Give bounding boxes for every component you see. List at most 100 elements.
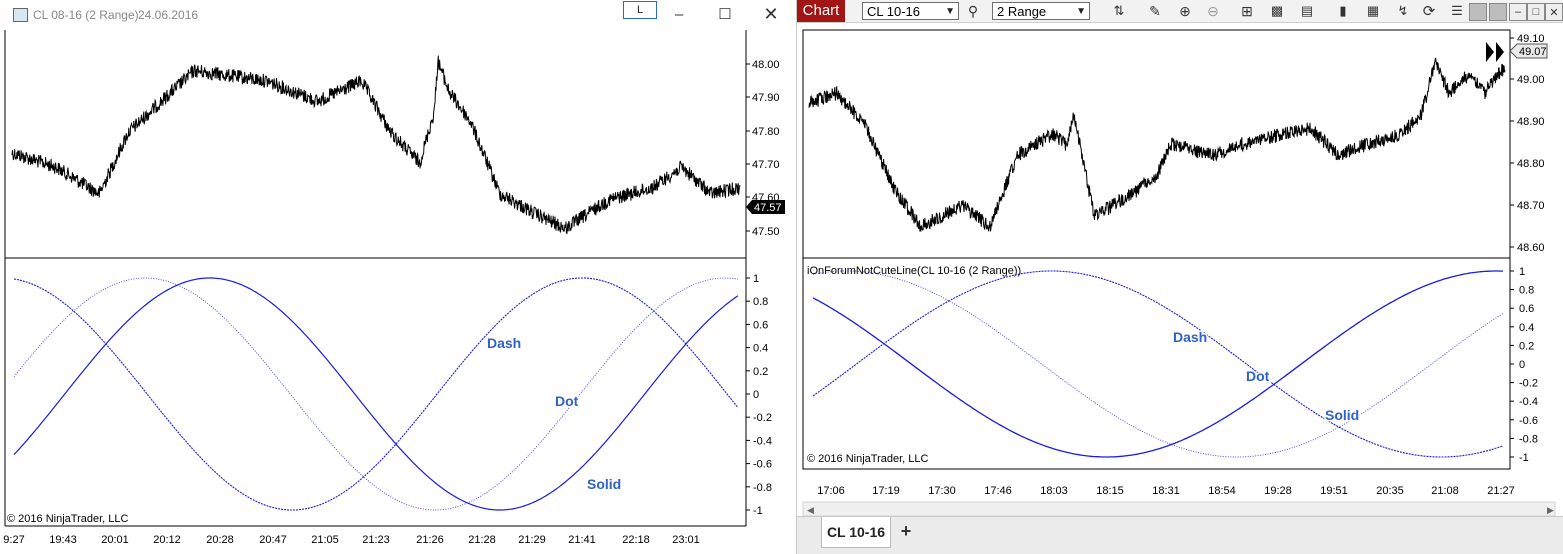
close-icon[interactable]: ✕	[1545, 3, 1563, 21]
time-tick-label: 19:43	[49, 534, 77, 546]
oscillator-tick-label: -0.4	[1519, 396, 1538, 408]
properties-icon[interactable]: ▤	[1300, 3, 1314, 18]
tab-cl-10-16[interactable]: CL 10-16	[821, 517, 891, 548]
oscillator-tick-label: 0.4	[1519, 322, 1534, 334]
indicators-icon[interactable]: ▮	[1339, 3, 1347, 18]
oscillator-tick-label: 1	[753, 273, 759, 285]
right-last-price: 49.07	[1519, 46, 1547, 58]
left-window-title: CL 08-16 (2 Range)	[33, 8, 139, 22]
price-tick-label: 49.00	[1517, 74, 1545, 86]
left-price-axis: 48.00 47.90 47.80 47.70 47.60 47.50	[746, 59, 780, 238]
right-toolbar: Chart CL 10-16 ▼ ⚲ 2 Range ▼ ⇅ ✎ ⊕ ⊖ ⊞ ▩…	[797, 0, 1563, 23]
price-tick-label: 47.80	[752, 126, 780, 138]
left-dash-label: Dash	[487, 335, 521, 351]
zoom-in-icon[interactable]: ⊕	[1179, 2, 1191, 19]
right-dot-line	[812, 270, 1504, 458]
time-tick-label: 20:28	[206, 534, 234, 546]
time-tick-label: 20:35	[1376, 485, 1404, 497]
instrument-value: CL 10-16	[867, 4, 920, 19]
refresh-icon[interactable]: ⟳	[1422, 3, 1436, 20]
right-price-series	[808, 57, 1506, 232]
right-current-bar-arrows	[1486, 42, 1504, 62]
strategies-icon[interactable]: ▦	[1366, 3, 1380, 18]
maximize-icon[interactable]: □	[1527, 3, 1545, 21]
time-tick-label: 18:31	[1152, 485, 1180, 497]
time-tick-label: 21:28	[468, 534, 496, 546]
window-option-icon-2[interactable]	[1489, 3, 1507, 21]
left-copyright: © 2016 NinjaTrader, LLC	[7, 513, 128, 525]
right-time-axis: 17:06 17:19 17:30 17:46 18:03 18:15 18:31 18:54…	[817, 485, 1515, 497]
minimize-icon[interactable]: –	[1509, 3, 1527, 21]
instrument-selector[interactable]: CL 10-16 ▼	[862, 2, 959, 20]
oscillator-tick-label: 0	[753, 389, 759, 401]
add-tab-button[interactable]: +	[900, 521, 912, 541]
time-tick-label: 23:01	[672, 534, 700, 546]
price-tick-label: 48.60	[1517, 242, 1545, 254]
time-tick-label: 21:41	[568, 534, 596, 546]
oscillator-tick-label: 0.2	[1519, 340, 1534, 352]
time-tick-label: 21:26	[416, 534, 444, 546]
time-tick-label: 18:15	[1096, 485, 1124, 497]
crosshair-icon[interactable]: ⊞	[1241, 2, 1253, 19]
time-tick-label: 21:08	[1431, 485, 1459, 497]
left-chart-svg: 47.57 48.00 47.90 47.80 47.70 47.60 47.50 Das…	[3, 30, 785, 546]
right-oscillator-axis: 1 0.8 0.6 0.4 0.2 0 -0.2 -0.4 -0.6 -0.8 -1	[1510, 266, 1538, 464]
chart-tab[interactable]: Chart	[797, 0, 845, 22]
oscillator-tick-label: -0.4	[753, 435, 772, 447]
search-icon[interactable]: ⚲	[967, 2, 979, 19]
time-tick-label: 21:23	[362, 534, 390, 546]
drawing-tools-icon[interactable]: ↯	[1397, 3, 1409, 18]
indicator-title: iOnForumNotCuteLine(CL 10-16 (2 Range))	[807, 265, 1021, 277]
oscillator-tick-label: -1	[1519, 452, 1529, 464]
time-tick-label: 18:03	[1040, 485, 1068, 497]
oscillator-tick-label: 0.2	[753, 366, 768, 378]
left-window-date: 24.06.2016	[138, 8, 199, 22]
time-tick-label: 17:06	[817, 485, 845, 497]
time-tick-label: 20:12	[153, 534, 181, 546]
left-chart-window: CL 08-16 (2 Range) 24.06.2016 L – ☐ ✕ 47…	[0, 0, 797, 554]
price-tick-label: 48.80	[1517, 158, 1545, 170]
chevron-down-icon: ▼	[1076, 6, 1086, 17]
right-dash-line	[812, 270, 1504, 458]
bottom-tab-bar: CL 10-16 +	[797, 516, 1563, 554]
time-tick-label: 17:30	[928, 485, 956, 497]
l-button[interactable]: L	[623, 1, 657, 19]
interval-selector[interactable]: 2 Range ▼	[992, 2, 1090, 20]
oscillator-tick-label: -0.2	[1519, 378, 1538, 390]
horizontal-scrollbar[interactable]	[802, 501, 1556, 517]
left-price-series	[11, 55, 741, 235]
minimize-icon[interactable]: –	[674, 5, 684, 23]
scroll-left-icon[interactable]: ◀	[807, 505, 814, 515]
left-dot-line	[13, 277, 739, 511]
left-oscillator-axis: 1 0.8 0.6 0.4 0.2 0 -0.2 -0.4 -0.6 -0.8 -1	[746, 273, 772, 517]
oscillator-tick-label: 0.8	[1519, 285, 1534, 297]
time-tick-label: 20:01	[101, 534, 129, 546]
oscillator-tick-label: -1	[753, 505, 763, 517]
window-option-icon[interactable]	[1469, 3, 1487, 21]
oscillator-tick-label: 0.4	[753, 343, 768, 355]
oscillator-tick-label: 0.8	[753, 296, 768, 308]
price-tick-label: 49.10	[1517, 33, 1545, 45]
data-box-icon[interactable]: ▩	[1270, 3, 1284, 18]
left-last-price: 47.57	[754, 202, 782, 214]
close-icon[interactable]: ✕	[763, 3, 779, 24]
app-icon	[13, 8, 28, 22]
time-tick-label: 19:51	[1320, 485, 1348, 497]
oscillator-tick-label: -0.2	[753, 412, 772, 424]
time-tick-label: 21:05	[311, 534, 339, 546]
scroll-right-icon[interactable]: ▶	[1547, 505, 1554, 515]
list-icon[interactable]: ☰	[1451, 3, 1463, 18]
maximize-icon[interactable]: ☐	[718, 6, 732, 23]
right-dot-label: Dot	[1246, 368, 1270, 384]
left-solid-label: Solid	[587, 476, 621, 492]
zoom-out-icon[interactable]: ⊖	[1207, 2, 1219, 19]
time-tick-label: 9:27	[3, 534, 24, 546]
left-dash-line	[13, 277, 739, 511]
right-chart-svg: 49.07 49.10 49.00 48.90 48.80 48.70 48.60 iOn…	[802, 29, 1556, 517]
left-solid-line	[13, 277, 739, 511]
left-title-bar: CL 08-16 (2 Range) 24.06.2016 L – ☐ ✕	[0, 0, 796, 30]
time-tick-label: 20:47	[259, 534, 287, 546]
bar-type-icon[interactable]: ⇅	[1113, 3, 1125, 18]
oscillator-tick-label: -0.8	[753, 482, 772, 494]
pencil-icon[interactable]: ✎	[1149, 2, 1161, 19]
